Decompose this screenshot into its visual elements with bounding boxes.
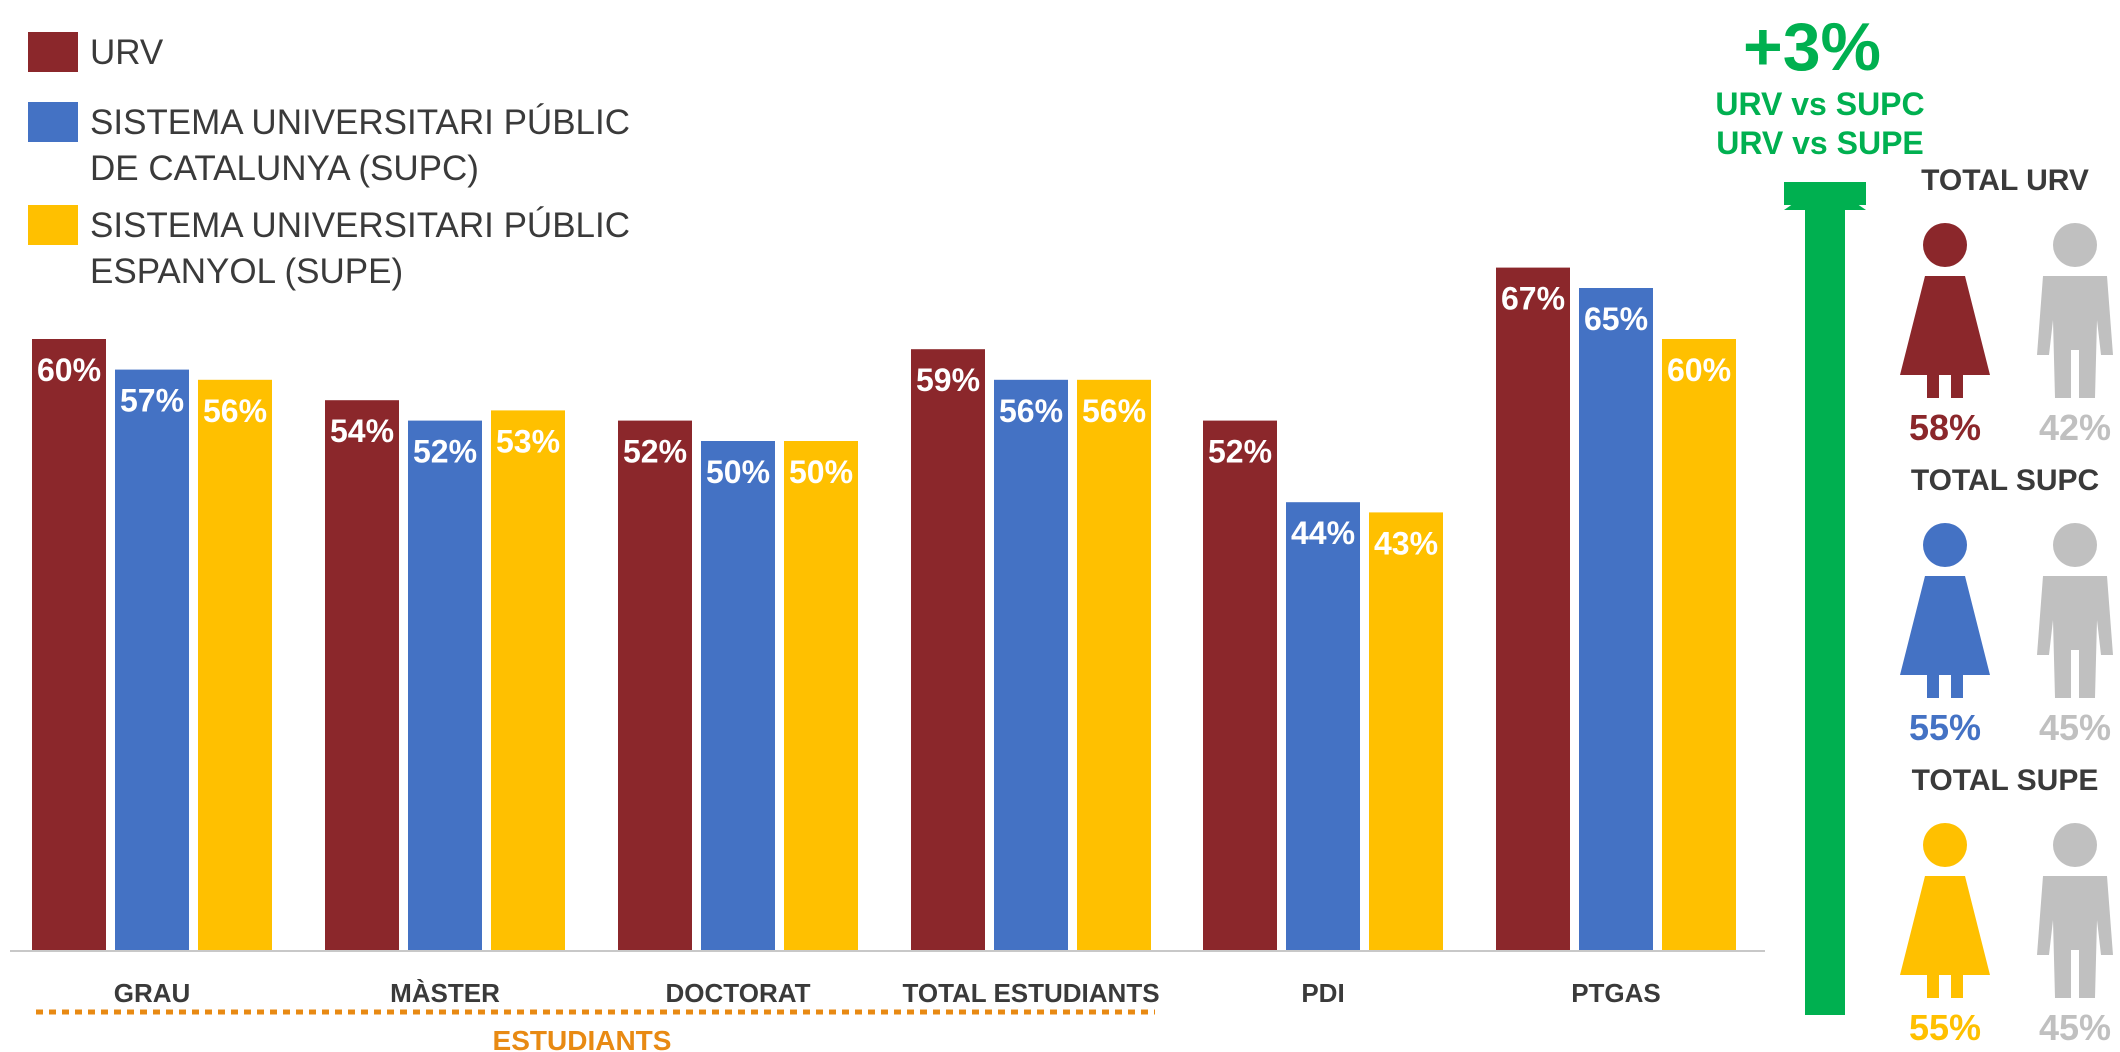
callout-value: +3%: [1743, 9, 1881, 85]
arrow-up-icon: [1784, 182, 1866, 210]
totals-panel: TOTAL URV 58% 42% TOTAL SUPC 55% 45% TOTAL SUP…: [1900, 164, 2113, 1048]
female-icon: [1900, 823, 1990, 998]
data-label-supc-1: 57%: [120, 383, 184, 419]
total-women-pct-1: 58%: [1909, 407, 1981, 448]
female-icon: [1900, 223, 1990, 398]
data-label-supe-3: 50%: [789, 454, 853, 490]
category-label-3: DOCTORAT: [666, 978, 811, 1008]
bar-urv-1: [32, 339, 106, 951]
total-women-pct-3: 55%: [1909, 1007, 1981, 1048]
data-label-supc-4: 56%: [999, 393, 1063, 429]
data-label-supc-6: 65%: [1584, 301, 1648, 337]
male-icon: [2037, 523, 2113, 698]
callout-line-2: URV vs SUPE: [1716, 125, 1924, 161]
bar-plot: 60% 54% 52% 59% 52% 67% 57% 52% 50% 56% 44% 65% 56% 5…: [32, 267, 1736, 952]
bar-supc-4: [994, 379, 1068, 951]
male-icon: [2037, 823, 2113, 998]
data-label-supc-2: 52%: [413, 434, 477, 470]
legend-swatch-1: [28, 32, 78, 72]
data-label-supc-3: 50%: [706, 454, 770, 490]
data-label-supe-5: 43%: [1374, 525, 1438, 561]
arrow-shaft: [1784, 182, 1866, 1015]
bar-supe-4: [1077, 379, 1151, 951]
bar-supc-6: [1579, 288, 1653, 951]
legend-label-2-line-2: DE CATALUNYA (SUPC): [90, 149, 479, 188]
bar-supc-3: [701, 441, 775, 951]
data-label-urv-1: 60%: [37, 352, 101, 388]
total-title-3: TOTAL SUPE: [1912, 764, 2099, 797]
bar-supc-1: [115, 369, 189, 952]
bar-supe-2: [491, 410, 565, 951]
total-men-pct-3: 45%: [2039, 1007, 2111, 1048]
bar-supe-6: [1662, 339, 1736, 951]
category-label-6: PTGAS: [1571, 978, 1661, 1008]
male-icon: [2037, 223, 2113, 398]
legend-label-3-line-1: SISTEMA UNIVERSITARI PÚBLIC: [90, 206, 630, 245]
data-label-supc-5: 44%: [1291, 515, 1355, 551]
data-label-supe-4: 56%: [1082, 393, 1146, 429]
callout-line-1: URV vs SUPC: [1715, 86, 1924, 122]
bar-supe-5: [1369, 512, 1443, 951]
bar-urv-6: [1496, 267, 1570, 952]
legend-swatch-3: [28, 205, 78, 245]
bar-urv-2: [325, 400, 399, 951]
data-label-urv-3: 52%: [623, 434, 687, 470]
female-icon: [1900, 523, 1990, 698]
data-label-supe-6: 60%: [1667, 352, 1731, 388]
data-label-urv-2: 54%: [330, 413, 394, 449]
total-women-pct-2: 55%: [1909, 707, 1981, 748]
bar-supe-1: [198, 379, 272, 951]
total-title-2: TOTAL SUPC: [1911, 464, 2099, 497]
bar-urv-3: [618, 420, 692, 952]
data-label-urv-6: 67%: [1501, 281, 1565, 317]
legend-label-2-line-1: SISTEMA UNIVERSITARI PÚBLIC: [90, 103, 630, 142]
estudiants-group: ESTUDIANTS: [36, 1009, 1155, 1052]
total-men-pct-1: 42%: [2039, 407, 2111, 448]
total-men-pct-2: 45%: [2039, 707, 2111, 748]
legend-swatch-2: [28, 102, 78, 142]
bar-urv-5: [1203, 420, 1277, 952]
data-label-urv-5: 52%: [1208, 434, 1272, 470]
data-label-supe-1: 56%: [203, 393, 267, 429]
category-label-5: PDI: [1301, 978, 1344, 1008]
estudiants-label: ESTUDIANTS: [493, 1025, 672, 1052]
bar-supc-5: [1286, 502, 1360, 951]
legend-label-3-line-2: ESPANYOL (SUPE): [90, 252, 403, 291]
legend-label-1-line-1: URV: [90, 33, 164, 72]
bar-supc-2: [408, 420, 482, 952]
category-labels: GRAU MÀSTER DOCTORAT TOTAL ESTUDIANTS PDI PTG…: [114, 978, 1661, 1008]
legend: URV SISTEMA UNIVERSITARI PÚBLIC DE CATALUN…: [28, 32, 630, 291]
bar-urv-4: [911, 349, 985, 951]
category-label-4: TOTAL ESTUDIANTS: [902, 978, 1159, 1008]
bar-supe-3: [784, 441, 858, 951]
data-label-supe-2: 53%: [496, 423, 560, 459]
category-label-1: GRAU: [114, 978, 191, 1008]
data-label-urv-4: 59%: [916, 362, 980, 398]
category-label-2: MÀSTER: [390, 978, 500, 1008]
total-title-1: TOTAL URV: [1921, 164, 2089, 197]
